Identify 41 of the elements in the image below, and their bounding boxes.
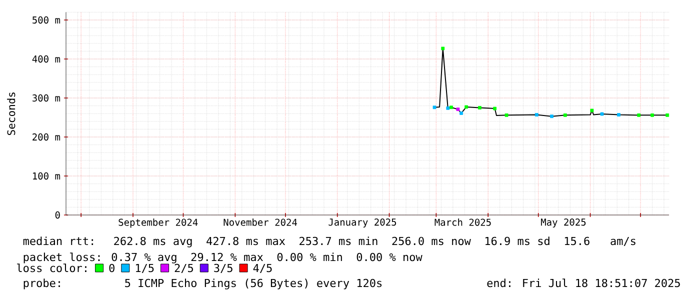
- legend-label: 0: [109, 264, 114, 272]
- point: [600, 112, 604, 116]
- point: [550, 114, 554, 118]
- legend-title: loss color:: [17, 264, 86, 272]
- text: end: Fri Jul 18 18:51:07 2025: [487, 278, 680, 288]
- point: [478, 106, 482, 110]
- point: [637, 113, 641, 117]
- x-tick-label: March 2025: [434, 218, 491, 226]
- legend-label: 4/5: [253, 264, 272, 274]
- y-axis-title: Seconds: [7, 92, 16, 136]
- text: median rtt: 262.8 ms avg 427.8 ms max 253.7 ms min 256.0 ms now 16.9 ms sd 15.6 am/s: [23, 236, 636, 248]
- point: [617, 113, 620, 116]
- y-tick-label: 200 m: [32, 133, 60, 141]
- y-tick-label: 100 m: [33, 172, 60, 180]
- y-tick-label: 500 m: [32, 16, 60, 24]
- point: [666, 113, 670, 117]
- point: [590, 108, 594, 112]
- point: [456, 108, 460, 112]
- x-tick-label: November 2024: [224, 218, 298, 226]
- legend-label: 2/5: [174, 264, 194, 274]
- point: [534, 113, 538, 116]
- point: [450, 106, 453, 110]
- point: [432, 106, 436, 110]
- text: probe: 5 ICMP Echo Pings (56 Bytes) every 120s: [24, 278, 382, 290]
- text: packet loss: 0.37 % avg 29.12 % max 0.00 % min 0.00 % now: [24, 252, 422, 264]
- y-tick-label: 400 m: [32, 55, 60, 63]
- point: [446, 106, 450, 110]
- point: [504, 113, 508, 117]
- legend-label: 3/5: [214, 264, 232, 274]
- point: [464, 105, 468, 109]
- point: [460, 112, 463, 115]
- y-tick-label: 300 m: [32, 94, 60, 102]
- point: [441, 46, 445, 50]
- x-tick-label: May 2025: [541, 218, 586, 228]
- legend-label: 1/5: [136, 264, 154, 274]
- y-tick-label: 0: [55, 211, 60, 219]
- point: [563, 113, 567, 117]
- x-tick-label: January 2025: [328, 218, 396, 228]
- point: [493, 106, 497, 110]
- point: [650, 113, 654, 117]
- x-tick-label: September 2024: [118, 218, 198, 228]
